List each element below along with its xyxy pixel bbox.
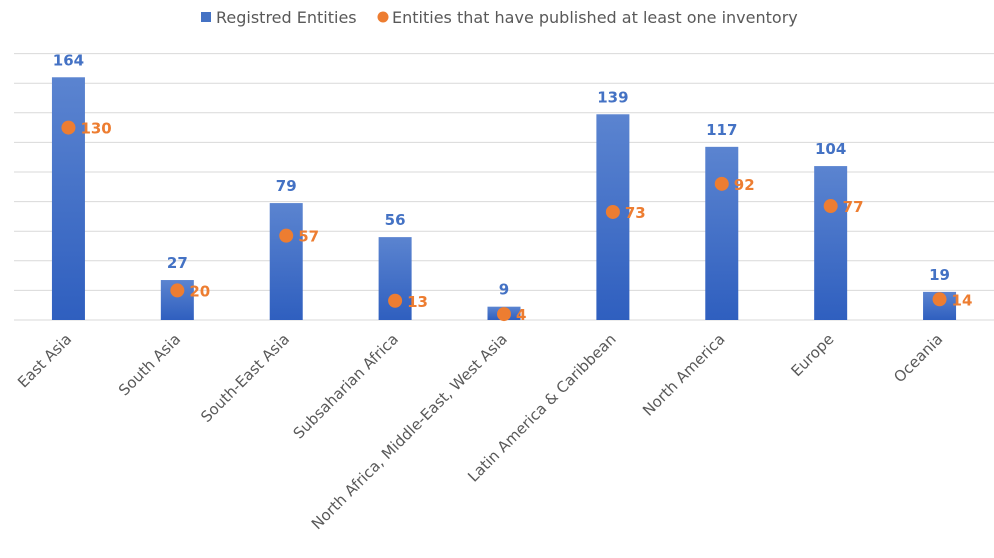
- dot: [61, 120, 76, 135]
- bar: [705, 146, 739, 320]
- legend-label-registered: Registred Entities: [216, 8, 357, 27]
- bar-value-label: 56: [385, 211, 406, 229]
- dot: [714, 176, 729, 191]
- category-label: Subsaharian Africa: [290, 330, 402, 442]
- dot: [497, 307, 511, 322]
- dot: [823, 199, 838, 214]
- bar-value-label: 9: [499, 281, 509, 299]
- dot: [170, 283, 185, 298]
- bar: [814, 166, 848, 320]
- bar-value-label: 104: [815, 140, 846, 158]
- bar-value-label: 117: [706, 121, 737, 139]
- bar-value-label: 27: [167, 254, 188, 272]
- dots: [61, 120, 947, 322]
- bar-value-labels: 164 27 79 56 9 139 117 104 19: [53, 51, 950, 298]
- legend: Registred Entities Entities that have pu…: [201, 8, 798, 27]
- dot-value-label: 4: [516, 306, 526, 324]
- category-label: Oceania: [890, 330, 946, 386]
- category-labels: East Asia South Asia South-East AsiaSubsah…: [14, 330, 946, 533]
- bar-value-label: 79: [276, 177, 297, 195]
- dot-value-label: 77: [843, 198, 864, 216]
- category-label: South-East Asia: [197, 330, 293, 426]
- dot-value-labels: 130 20 57 13 4 73 92 77 14: [80, 120, 972, 324]
- bars: [51, 77, 957, 320]
- dot: [279, 228, 294, 243]
- category-label: North America: [639, 330, 729, 420]
- bar-value-label: 139: [597, 88, 628, 106]
- bar: [51, 77, 85, 320]
- bar-value-label: 19: [929, 266, 950, 284]
- dot-value-label: 14: [952, 291, 973, 309]
- dot-value-label: 92: [734, 176, 755, 194]
- dot-value-label: 73: [625, 204, 646, 222]
- dot-value-label: 13: [407, 293, 428, 311]
- dot: [932, 292, 947, 307]
- category-label: Europe: [787, 330, 837, 380]
- category-label: South Asia: [115, 330, 184, 399]
- legend-label-published: Entities that have published at least on…: [392, 8, 798, 27]
- dot-value-label: 20: [189, 282, 210, 300]
- dot-value-label: 57: [298, 228, 319, 246]
- bar: [269, 203, 303, 320]
- category-label: East Asia: [14, 330, 75, 391]
- bar-value-label: 164: [53, 51, 84, 69]
- dot: [388, 293, 403, 308]
- dot: [605, 204, 620, 219]
- legend-swatch-published: [377, 11, 389, 23]
- category-label: North Africa, Middle-East, West Asia: [308, 330, 511, 533]
- legend-swatch-registered: [201, 12, 211, 22]
- dot-value-label: 130: [80, 120, 111, 138]
